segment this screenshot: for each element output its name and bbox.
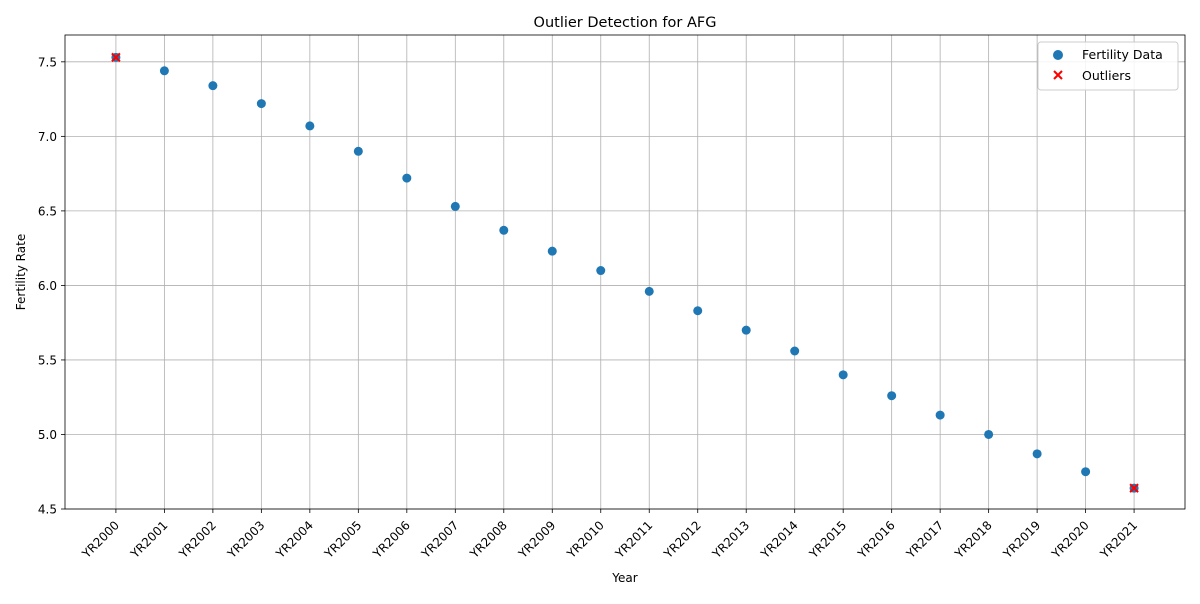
data-point (790, 346, 800, 356)
legend-label-fertility-data: Fertility Data (1082, 47, 1163, 62)
data-point (887, 391, 897, 401)
data-point (256, 99, 266, 109)
chart-title: Outlier Detection for AFG (534, 15, 717, 31)
data-point (305, 121, 315, 131)
legend-marker-outliers (1053, 70, 1063, 80)
data-point (159, 66, 169, 76)
data-point (644, 286, 654, 296)
data-point (547, 246, 557, 256)
outlier-marker (1129, 483, 1139, 493)
legend-box (1037, 41, 1179, 91)
data-point (1032, 449, 1042, 459)
plot-frame (64, 34, 1186, 510)
outlier-marker (111, 52, 121, 63)
data-point (838, 370, 848, 380)
y-axis-label: Fertility Rate (14, 234, 28, 310)
data-point (499, 225, 509, 235)
data-point (935, 410, 945, 420)
data-point (741, 325, 751, 335)
legend: Fertility Data Outliers (1037, 41, 1179, 91)
data-point (1081, 467, 1091, 477)
data-point (984, 429, 994, 439)
data-point (353, 146, 363, 156)
marks-layer (111, 52, 1139, 493)
data-point (693, 306, 703, 316)
y-tick-label: 6.5 (38, 204, 57, 218)
legend-label-outliers: Outliers (1082, 68, 1131, 83)
y-tick-label: 6.0 (38, 279, 57, 293)
data-point (208, 81, 218, 91)
x-axis-label: Year (611, 571, 637, 585)
y-tick-label: 5.5 (38, 353, 57, 367)
y-tick-label: 4.5 (38, 503, 57, 517)
legend-marker-fertility-data (1053, 50, 1063, 60)
data-point (402, 173, 412, 183)
y-tick-label: 7.5 (38, 55, 57, 69)
data-point (450, 201, 460, 211)
y-tick-label: 5.0 (38, 428, 57, 442)
y-tick-label: 7.0 (38, 130, 57, 144)
data-point (596, 266, 606, 276)
